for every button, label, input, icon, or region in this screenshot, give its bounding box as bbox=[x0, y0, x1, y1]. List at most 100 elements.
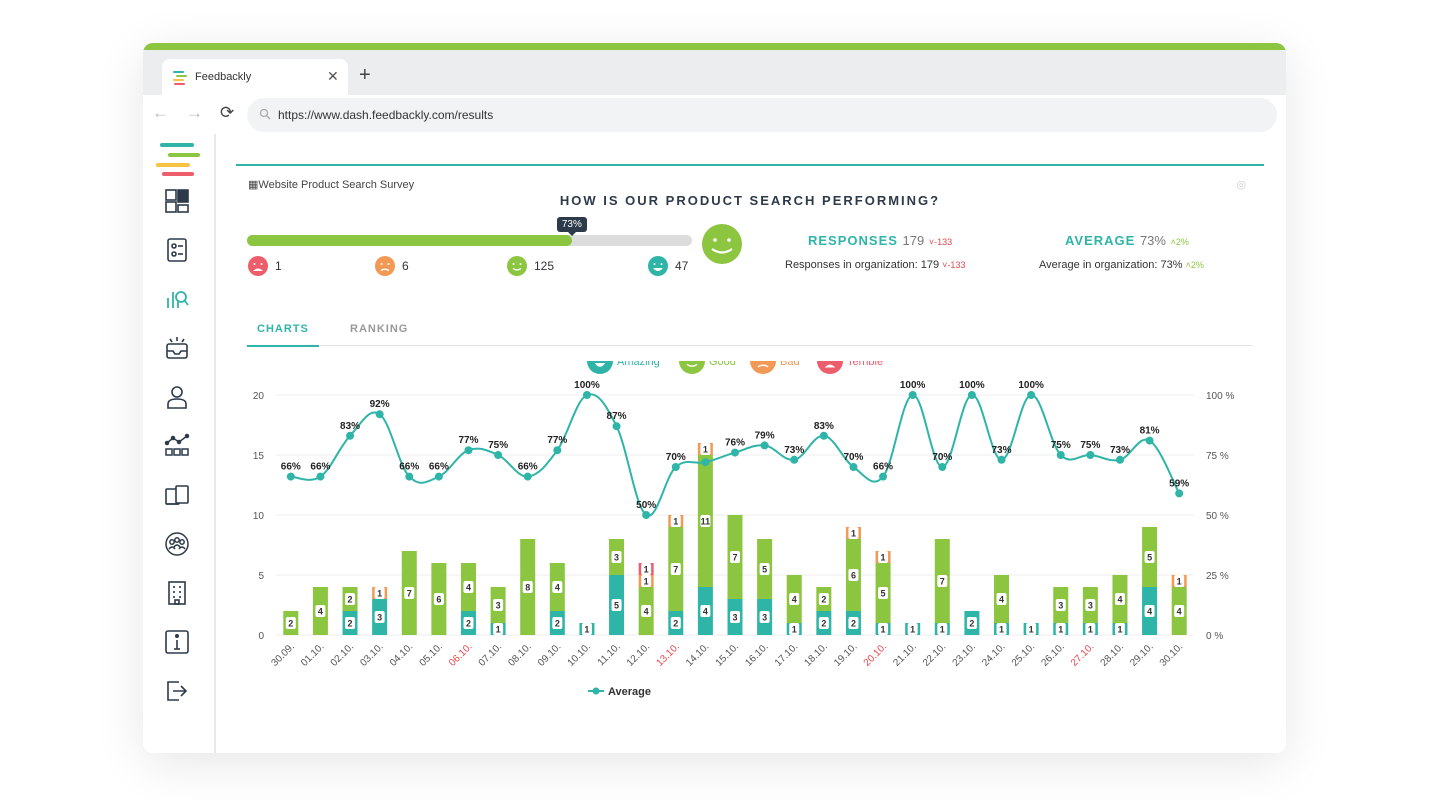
x-tick-label: 28.10. bbox=[1099, 641, 1126, 668]
legend-good-icon bbox=[679, 361, 705, 374]
average-progress-bar: 73% bbox=[247, 217, 692, 246]
building-icon[interactable] bbox=[164, 580, 190, 606]
info-icon[interactable] bbox=[164, 629, 190, 655]
bar-value-badge bbox=[433, 593, 444, 605]
bar-value-label: 2 bbox=[821, 595, 826, 605]
bar-value-label: 1 bbox=[584, 625, 589, 635]
x-tick-label: 22.10. bbox=[921, 641, 948, 668]
x-tick-label: 27.10. bbox=[1069, 641, 1096, 668]
bar-value-label: 5 bbox=[762, 565, 767, 575]
average-point bbox=[1056, 451, 1065, 459]
bar-value-badge bbox=[552, 617, 563, 629]
average-value-label: 66% bbox=[429, 462, 449, 473]
down-arrow-icon: ˅ bbox=[928, 237, 935, 247]
bar-value-label: 2 bbox=[348, 619, 353, 629]
average-point bbox=[819, 431, 828, 440]
average-value-label: 70% bbox=[932, 452, 952, 463]
average-value-label: 100% bbox=[574, 380, 600, 391]
terrible-face-icon bbox=[248, 256, 268, 276]
average-point bbox=[405, 472, 414, 481]
y-tick-label: 0 bbox=[258, 631, 264, 642]
bar-value-label: 3 bbox=[496, 601, 501, 611]
bar-value-label: 1 bbox=[1177, 577, 1182, 587]
average-value-label: 100% bbox=[900, 380, 926, 391]
bar-value-badge bbox=[670, 563, 681, 575]
y-tick-label: 10 bbox=[253, 511, 265, 522]
average-point bbox=[731, 448, 739, 457]
bar-value-label: 5 bbox=[1147, 553, 1152, 563]
address-bar[interactable]: https://www.dash.feedbackly.com/results bbox=[247, 98, 1277, 132]
bar-value-badge bbox=[345, 593, 356, 605]
browser-chrome: Feedbackly ✕ + ← → ⟳ https://www.dash.fe… bbox=[143, 50, 1286, 134]
average-org-stat: Average in organization: 73% ˄2% bbox=[1039, 259, 1204, 271]
bar-value-badge bbox=[581, 623, 592, 635]
bar-value-label: 3 bbox=[762, 613, 767, 623]
x-tick-label: 19.10. bbox=[832, 641, 859, 668]
browser-tab[interactable]: Feedbackly ✕ bbox=[162, 59, 348, 97]
average-stat: AVERAGE 73% ˄2% bbox=[1065, 233, 1189, 248]
bar-value-badge bbox=[818, 593, 829, 605]
bar-value-badge bbox=[937, 575, 948, 587]
x-tick-label: 10.10. bbox=[566, 641, 593, 668]
x-tick-label: 01.10. bbox=[299, 641, 326, 668]
y-tick-label: 15 bbox=[253, 451, 265, 462]
results-search-icon[interactable] bbox=[164, 286, 190, 312]
x-tick-label: 18.10. bbox=[803, 641, 830, 668]
average-point bbox=[612, 422, 621, 431]
feedbackly-logo-icon bbox=[156, 143, 200, 176]
x-tick-label: 20.10. bbox=[862, 641, 889, 668]
close-tab-icon[interactable]: ✕ bbox=[327, 68, 339, 84]
bar-value-badge bbox=[878, 623, 889, 635]
forward-arrow-icon[interactable]: → bbox=[186, 103, 203, 122]
logout-icon[interactable] bbox=[164, 678, 190, 704]
bar-value-label: 4 bbox=[703, 607, 708, 617]
bar-value-label: 4 bbox=[555, 583, 560, 593]
survey-list-icon[interactable] bbox=[164, 237, 190, 263]
tab-ranking[interactable]: RANKING bbox=[350, 323, 409, 335]
legend-bad-icon bbox=[750, 361, 776, 374]
bar-value-badge bbox=[1144, 551, 1155, 563]
bar-value-label: 1 bbox=[881, 625, 886, 635]
average-point bbox=[582, 391, 591, 399]
average-value-label: 70% bbox=[666, 452, 686, 463]
average-value-label: 92% bbox=[370, 399, 390, 410]
user-icon[interactable] bbox=[164, 384, 190, 410]
x-tick-label: 11.10. bbox=[596, 641, 623, 668]
average-point bbox=[375, 410, 384, 419]
average-smiley-icon bbox=[702, 224, 742, 264]
bar-value-badge bbox=[700, 515, 711, 527]
hide-eye-icon[interactable]: ◎ bbox=[1236, 179, 1246, 191]
average-point bbox=[879, 472, 888, 481]
reload-icon[interactable]: ⟳ bbox=[220, 103, 235, 122]
x-tick-label: 02.10. bbox=[329, 641, 356, 668]
legend-amazing-label: Amazing bbox=[617, 361, 660, 368]
new-tab-icon[interactable]: + bbox=[359, 64, 371, 86]
page-title: HOW IS OUR PRODUCT SEARCH PERFORMING? bbox=[559, 193, 941, 208]
bar-value-label: 2 bbox=[288, 619, 293, 629]
inbox-icon[interactable] bbox=[164, 335, 190, 361]
x-tick-label: 17.10. bbox=[773, 641, 800, 668]
average-point bbox=[1115, 455, 1124, 464]
average-point bbox=[464, 446, 473, 455]
bar-value-label: 4 bbox=[318, 607, 323, 617]
bar-value-label: 1 bbox=[851, 529, 856, 539]
bar-value-badge bbox=[789, 593, 800, 605]
back-arrow-icon[interactable]: ← bbox=[152, 103, 169, 122]
bar-value-label: 8 bbox=[525, 583, 530, 593]
average-point bbox=[434, 472, 443, 481]
legend-amazing-icon bbox=[587, 361, 613, 374]
bar-value-badge bbox=[1085, 623, 1096, 635]
average-point bbox=[346, 431, 355, 440]
average-value-label: 66% bbox=[281, 462, 301, 473]
bar-value-label: 1 bbox=[1117, 625, 1122, 635]
bar-value-badge bbox=[1114, 593, 1125, 605]
results-card: ▦Website Product Search Survey ◎ HOW IS … bbox=[236, 164, 1264, 753]
dashboard-icon[interactable] bbox=[164, 188, 190, 214]
y2-tick-label: 50 % bbox=[1206, 511, 1229, 522]
analytics-icon[interactable] bbox=[164, 433, 190, 459]
average-value-label: 50% bbox=[636, 500, 656, 511]
average-value-label: 77% bbox=[547, 435, 567, 446]
devices-icon[interactable] bbox=[164, 482, 190, 508]
team-icon[interactable] bbox=[164, 531, 190, 557]
tab-charts[interactable]: CHARTS bbox=[247, 323, 319, 347]
